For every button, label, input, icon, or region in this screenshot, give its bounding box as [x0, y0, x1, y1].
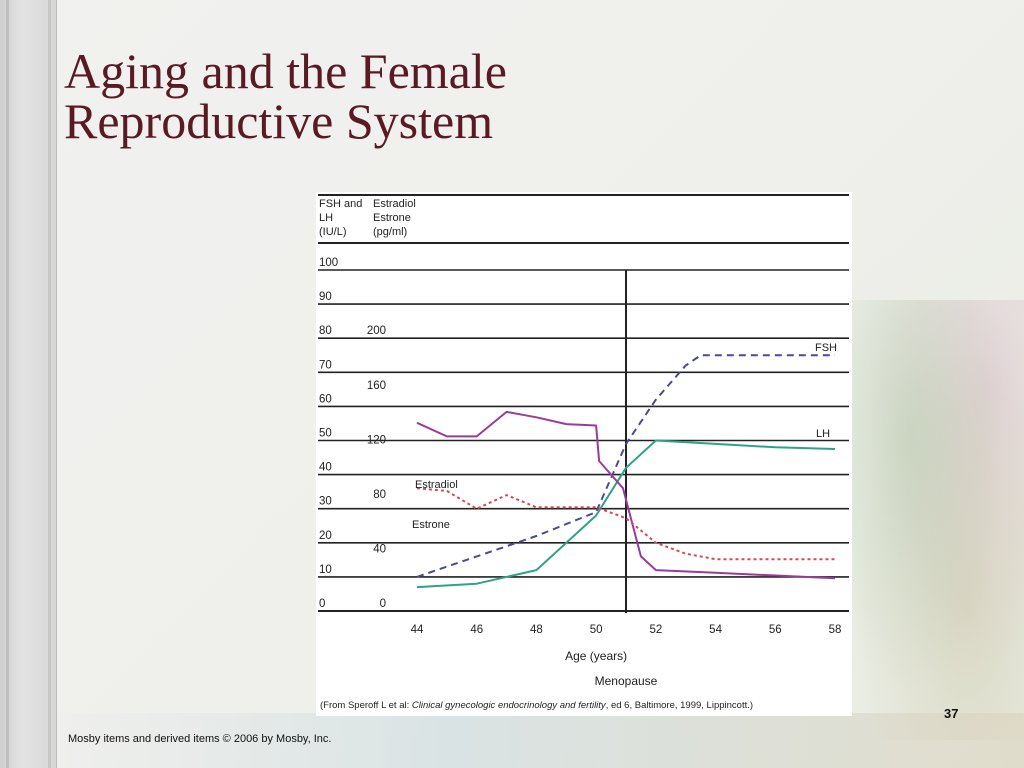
y-left-header-line: FSH and	[319, 198, 362, 210]
series-line-estradiol	[416, 410, 836, 580]
y-left-tick-label: 30	[319, 496, 332, 508]
series-label-lh: LH	[816, 428, 830, 440]
y-right-tick-label: 80	[373, 489, 386, 501]
slide-number: 37	[944, 706, 959, 721]
y-right-tick-label: 120	[367, 434, 386, 446]
y-left-tick-label: 90	[319, 291, 332, 303]
y-left-tick-label: 60	[319, 393, 332, 405]
y-left-tick-label: 80	[319, 325, 332, 337]
y-left-tick-label: 50	[319, 428, 332, 440]
series-line-lh	[416, 439, 836, 589]
chart-source-citation: (From Speroff L et al: Clinical gynecolo…	[320, 700, 753, 711]
series-line-fsh	[416, 354, 835, 578]
y-left-header-line: (IU/L)	[319, 226, 347, 238]
menopause-label: Menopause	[595, 674, 658, 688]
x-tick-label: 48	[530, 624, 543, 636]
slide-title-line1: Aging and the Female	[64, 43, 507, 99]
slide-title: Aging and the Female Reproductive System	[64, 46, 704, 146]
source-prefix: (From Speroff L et al:	[320, 700, 412, 711]
slide-title-line2: Reproductive System	[64, 93, 494, 149]
series-line-estrone	[416, 487, 835, 561]
y-right-tick-label: 40	[373, 543, 386, 555]
y-left-header-line: LH	[319, 212, 333, 224]
y-left-tick-label: 0	[319, 598, 325, 610]
y-right-tick-label: 0	[380, 598, 386, 610]
x-tick-label: 46	[470, 624, 483, 636]
background-band	[56, 713, 1024, 768]
x-tick-label: 44	[411, 624, 424, 636]
slide-left-bar	[0, 0, 57, 768]
y-left-tick-label: 100	[319, 257, 338, 269]
y-left-tick-label: 10	[319, 564, 332, 576]
series-label-fsh: FSH	[815, 342, 837, 354]
x-tick-label: 58	[829, 624, 842, 636]
x-tick-label: 54	[709, 624, 722, 636]
y-left-tick-label: 70	[319, 359, 332, 371]
y-right-header-line: (pg/ml)	[373, 226, 407, 238]
hormone-chart-figure: FSH and LH (IU/L) Estradiol Estrone (pg/ml) 1…	[316, 192, 852, 716]
hormone-chart: FSH and LH (IU/L) Estradiol Estrone (pg/ml) 1…	[318, 194, 849, 711]
background-decoration	[834, 300, 1024, 740]
x-tick-label: 56	[769, 624, 782, 636]
y-right-tick-label: 160	[367, 380, 386, 392]
y-left-tick-label: 40	[319, 462, 332, 474]
x-axis-label: Age (years)	[565, 649, 627, 663]
series-label-estradiol: Estradiol	[415, 479, 458, 491]
y-left-tick-label: 20	[319, 530, 332, 542]
source-italic: Clinical gynecologic endocrinology and f…	[412, 700, 607, 711]
x-tick-label: 52	[649, 624, 662, 636]
y-right-header-line: Estradiol	[373, 198, 416, 210]
source-suffix: , ed 6, Baltimore, 1999, Lippincott.)	[606, 700, 753, 711]
y-right-tick-label: 200	[367, 325, 386, 337]
y-right-header-line: Estrone	[373, 212, 411, 224]
series-label-estrone: Estrone	[412, 519, 450, 531]
x-tick-label: 50	[590, 624, 603, 636]
footer-copyright: Mosby items and derived items © 2006 by …	[68, 733, 332, 745]
